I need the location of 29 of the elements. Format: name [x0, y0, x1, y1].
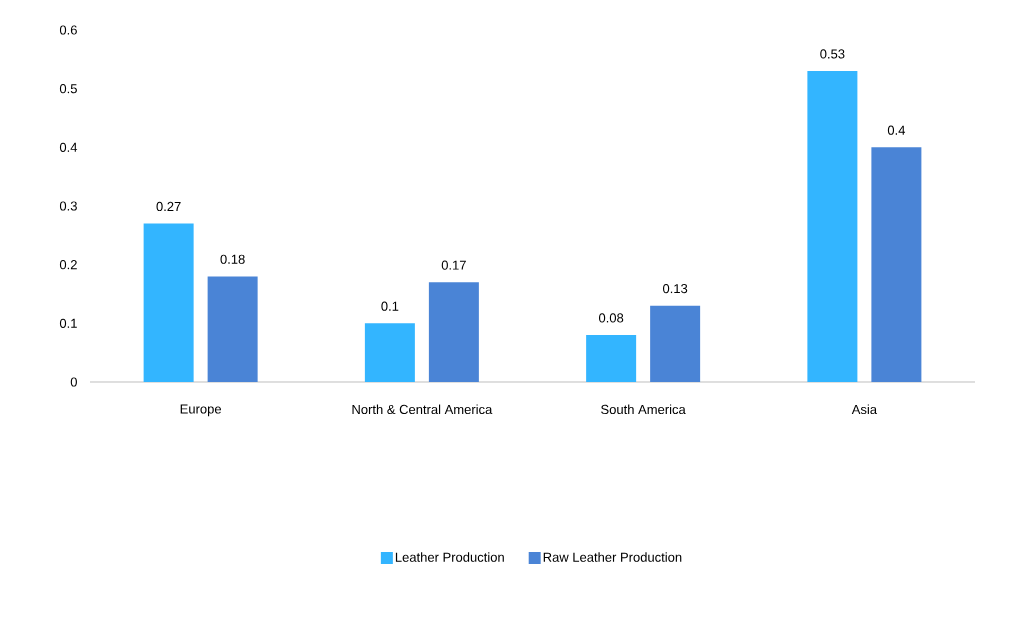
bar — [364, 323, 415, 382]
legend-label: Leather Production — [395, 552, 504, 562]
y-tick-label: 0 — [70, 377, 77, 387]
x-tick-label: Europe — [180, 404, 222, 417]
data-label: 0.4 — [887, 125, 906, 135]
bar — [650, 305, 701, 382]
data-label: 0.18 — [220, 254, 245, 264]
y-tick-label: 0.5 — [59, 84, 77, 94]
bar — [871, 147, 922, 382]
x-tick-label: South America — [601, 404, 686, 415]
y-tick-label: 0.2 — [59, 260, 77, 270]
data-label: 0.27 — [156, 201, 181, 212]
y-tick-label: 0.1 — [59, 318, 77, 328]
bar — [207, 276, 258, 382]
bar — [586, 335, 637, 382]
data-label: 0.53 — [820, 49, 845, 59]
bar — [428, 282, 479, 382]
data-label: 0.08 — [599, 313, 624, 323]
data-label: 0.13 — [663, 284, 688, 294]
bar — [143, 223, 194, 382]
legend-label: Raw Leather Production — [543, 552, 682, 562]
y-tick-label: 0.4 — [59, 142, 78, 152]
x-tick-label: Asia — [851, 404, 878, 415]
bar — [807, 71, 858, 382]
y-tick-label: 0.3 — [59, 201, 77, 211]
data-label: 0.1 — [381, 301, 399, 311]
x-tick-label: North & Central America — [352, 404, 493, 415]
y-tick-label: 0.6 — [59, 25, 77, 35]
data-label: 0.17 — [441, 260, 466, 270]
